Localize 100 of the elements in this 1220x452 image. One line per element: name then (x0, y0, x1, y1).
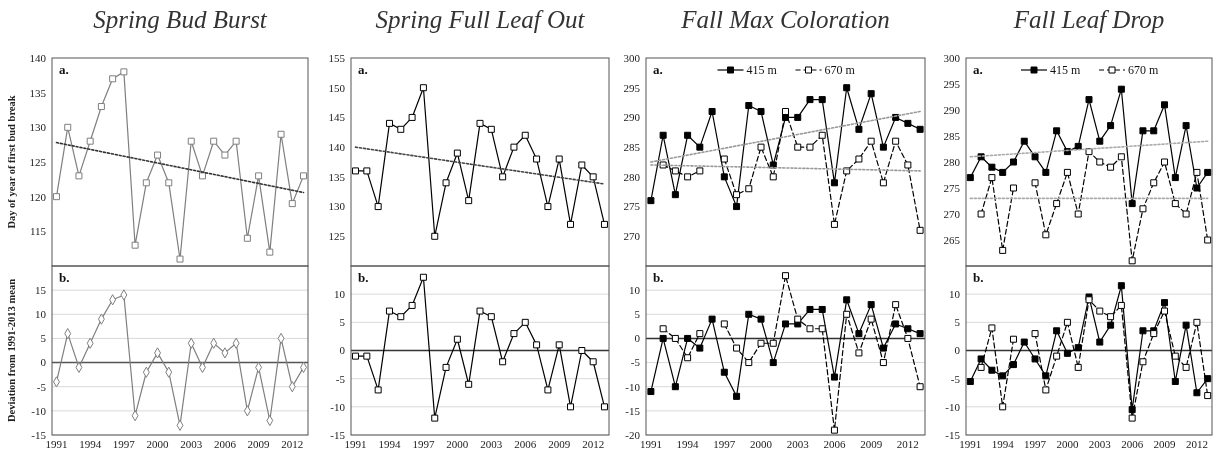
y-tick-label: 5 (634, 308, 641, 321)
y-tick-label: 135 (328, 170, 346, 183)
y-tick-label: 295 (623, 81, 641, 94)
y-tick-label: 275 (623, 200, 641, 213)
x-tick-label: 2009 (247, 438, 271, 450)
y-tick-label: 5 (954, 316, 961, 329)
x-tick-label: 2003 (180, 438, 203, 450)
y-tick-label: -10 (945, 400, 961, 413)
y-tick-label: 125 (328, 230, 346, 243)
x-tick-label: 1997 (1024, 438, 1047, 450)
x-tick-label: 2000 (446, 438, 469, 450)
y-tick-label: -15 (625, 404, 641, 417)
x-tick-label: 2003 (786, 438, 810, 450)
x-tick-label: 1994 (378, 438, 401, 450)
x-tick-label: 1994 (991, 438, 1015, 450)
y-tick-label: -5 (36, 380, 47, 393)
annotation: b. (973, 270, 984, 285)
chart-title: Spring Full Leaf Out (375, 6, 586, 33)
x-tick-label: 1991 (45, 438, 68, 450)
x-tick-label: 1997 (412, 438, 435, 450)
chart-title: Spring Bud Burst (93, 6, 268, 33)
y-tick-label: 145 (328, 111, 346, 124)
x-tick-label: 2012 (896, 438, 919, 450)
y-tick-label: 290 (623, 111, 641, 124)
y-tick-label: 140 (328, 140, 346, 153)
y-tick-label: 10 (949, 288, 961, 301)
y-tick-label: 135 (29, 86, 47, 99)
annotation: a. (653, 62, 663, 77)
x-tick-label: 2006 (1121, 438, 1144, 450)
y-tick-label: 155 (328, 51, 346, 64)
x-tick-label: 2009 (860, 438, 883, 450)
y-tick-label: 275 (943, 181, 961, 194)
y-tick-label: -5 (950, 372, 961, 385)
y-tick-label: -10 (330, 400, 346, 413)
y-tick-label: 5 (40, 332, 47, 345)
x-tick-label: 1991 (959, 438, 982, 450)
annotation: a. (358, 62, 368, 77)
x-tick-label: 2000 (750, 438, 773, 450)
x-tick-label: 2000 (1056, 438, 1079, 450)
y-tick-label: 10 (629, 283, 641, 296)
annotation: b. (59, 270, 70, 285)
y-tick-label: 0 (339, 344, 346, 357)
y-tick-label: 130 (29, 121, 47, 134)
x-tick-label: 2000 (146, 438, 170, 450)
x-tick-label: 1994 (79, 438, 102, 450)
y-tick-label: -10 (625, 380, 641, 393)
y-tick-label: 285 (623, 140, 641, 153)
y-tick-label: 295 (943, 77, 961, 90)
annotation: b. (358, 270, 369, 285)
y-tick-label: 290 (943, 103, 961, 116)
annotation: a. (59, 62, 69, 77)
x-tick-label: 1994 (676, 438, 700, 450)
y-tick-label: 120 (29, 190, 47, 203)
x-tick-label: 1997 (713, 438, 736, 450)
x-tick-label: 2006 (514, 438, 537, 450)
chart-title: Fall Max Coloration (680, 6, 890, 33)
y-tick-label: 10 (35, 308, 47, 321)
y-tick-label: 140 (29, 51, 47, 64)
annotation: a. (973, 62, 983, 77)
x-tick-label: 1991 (639, 438, 662, 450)
x-tick-label: 2006 (213, 438, 237, 450)
y-tick-label: 0 (954, 344, 961, 357)
y-tick-label: 265 (943, 233, 961, 246)
y-tick-label: 150 (328, 81, 346, 94)
y-tick-label: -5 (630, 356, 641, 369)
annotation: b. (653, 270, 664, 285)
y-tick-label: -10 (31, 404, 47, 417)
y-tick-label: 5 (339, 316, 346, 329)
y-tick-label: 10 (334, 288, 346, 301)
x-tick-label: 2012 (281, 438, 304, 450)
y-tick-label: 15 (35, 283, 47, 296)
y-tick-label: 270 (943, 207, 961, 220)
y-tick-label: 115 (29, 225, 47, 238)
y-tick-label: 0 (634, 332, 641, 345)
y-tick-label: -15 (330, 428, 346, 441)
y-tick-label: -15 (31, 428, 47, 441)
y-tick-label: 280 (623, 170, 641, 183)
x-tick-label: 1991 (344, 438, 367, 450)
y-tick-label: 125 (29, 155, 47, 168)
x-tick-label: 2003 (1088, 438, 1112, 450)
x-tick-label: 2006 (823, 438, 846, 450)
x-tick-label: 2009 (548, 438, 571, 450)
legend-label: 670 m (824, 63, 856, 78)
x-tick-label: 1997 (112, 438, 136, 450)
x-tick-label: 2012 (582, 438, 605, 450)
y-tick-label: -15 (945, 428, 961, 441)
y-axis-title: Deviation from 1991-2013 mean (6, 278, 17, 422)
y-tick-label: 300 (623, 51, 641, 64)
legend-label: 415 m (746, 63, 778, 78)
x-tick-label: 2012 (1185, 438, 1208, 450)
y-tick-label: 285 (943, 129, 961, 142)
x-tick-label: 2009 (1153, 438, 1177, 450)
y-tick-label: 300 (943, 51, 961, 64)
y-tick-label: 280 (943, 155, 961, 168)
y-tick-label: -20 (625, 428, 641, 441)
legend-label: 415 m (1050, 63, 1081, 78)
y-tick-label: 130 (328, 200, 346, 213)
y-tick-label: 270 (623, 230, 641, 243)
legend-label: 670 m (1128, 63, 1159, 78)
x-tick-label: 2003 (480, 438, 503, 450)
